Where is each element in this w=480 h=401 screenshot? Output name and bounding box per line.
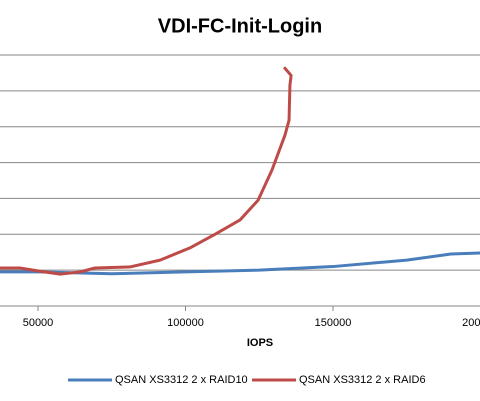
chart-title: VDI-FC-Init-Login	[158, 15, 322, 37]
legend-label: QSAN XS3312 2 x RAID10	[115, 374, 248, 386]
x-tick-label: 150000	[315, 317, 352, 329]
x-axis-title: IOPS	[247, 337, 273, 349]
x-tick-label: 50000	[23, 317, 54, 329]
series-line	[0, 66, 293, 276]
legend-label: QSAN XS3312 2 x RAID6	[299, 374, 426, 386]
x-tick-label: 100000	[167, 317, 204, 329]
x-tick-label: 200000	[462, 317, 480, 329]
